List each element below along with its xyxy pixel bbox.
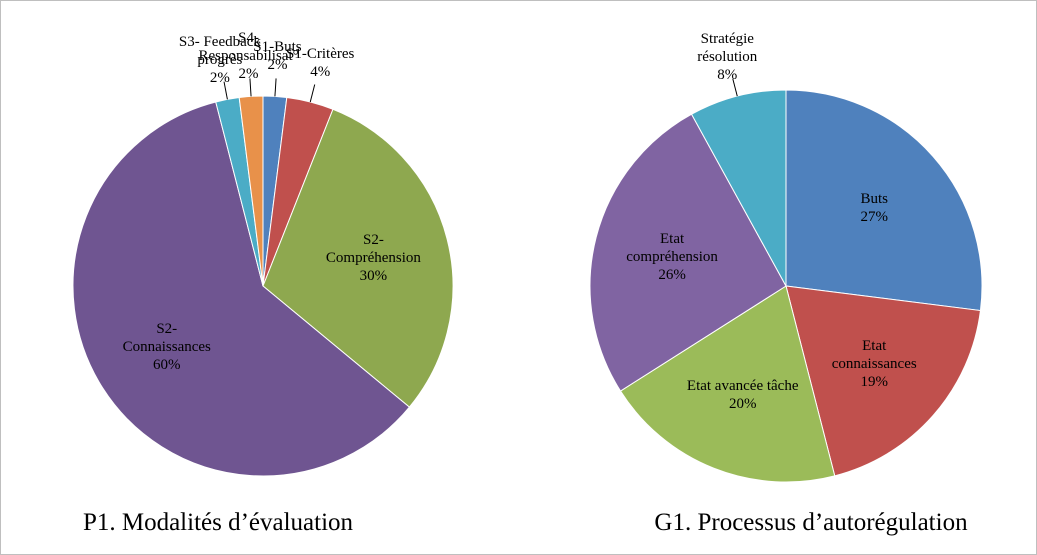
- pie-slice: [785, 89, 983, 312]
- slice-name: Etat connaissances: [831, 337, 917, 372]
- data-label: Etat connaissances 19%: [818, 337, 930, 391]
- data-label: S1-Critères 4%: [264, 45, 376, 81]
- slice-name: Buts: [860, 191, 888, 208]
- leader-line: [223, 81, 228, 100]
- pie-slice: [72, 101, 411, 477]
- pie-slice: [589, 113, 787, 392]
- data-label: S3- Feedback progrès 2%: [164, 33, 276, 87]
- slice-value: 4%: [310, 64, 331, 81]
- chart-title: P1. Modalités d’évaluation: [82, 509, 354, 536]
- data-label: S2- Compréhension 30%: [317, 231, 429, 285]
- chart-title: G1. Processus d’autorégulation: [654, 509, 968, 536]
- data-label: S1-Buts 2%: [221, 38, 333, 74]
- slice-value: 27%: [860, 209, 888, 226]
- slice-name: Etat compréhension: [626, 230, 718, 265]
- data-label: Buts 27%: [818, 190, 930, 226]
- slice-value: 8%: [717, 67, 738, 84]
- slice-value: 26%: [658, 266, 686, 283]
- slice-name: S1-Buts: [253, 39, 302, 56]
- slice-name: S2- Compréhension: [325, 231, 421, 266]
- leader-line: [732, 78, 738, 97]
- slice-name: Etat avancée tâche: [686, 378, 799, 395]
- slice-value: 2%: [238, 66, 259, 83]
- slice-value: 19%: [860, 373, 888, 390]
- slice-name: S3- Feedback progrès: [178, 34, 261, 69]
- data-label: S2- Connaissances 60%: [111, 320, 223, 374]
- slice-name: S4- Responsabilisat°: [198, 30, 299, 65]
- slice-name: Stratégie résolution: [697, 31, 758, 66]
- slice-value: 20%: [728, 396, 757, 413]
- pie-slice: [690, 89, 787, 287]
- data-label: S4- Responsabilisat° 2%: [193, 29, 305, 83]
- slice-value: 60%: [152, 357, 181, 374]
- leader-line: [309, 84, 316, 103]
- leader-line: [249, 78, 252, 97]
- slice-value: 30%: [359, 267, 388, 284]
- slice-name: S1-Critères: [286, 46, 355, 63]
- data-label: Etat avancée tâche 20%: [687, 377, 799, 413]
- slice-value: 2%: [209, 70, 230, 87]
- pie-slice: [262, 108, 454, 408]
- pie-slice: [785, 285, 982, 477]
- slice-name: S2- Connaissances: [122, 321, 211, 356]
- slice-value: 2%: [267, 57, 288, 74]
- pie-slice: [238, 95, 264, 287]
- data-label: Stratégie résolution 8%: [671, 30, 783, 84]
- data-label: Etat compréhension 26%: [616, 230, 728, 284]
- pie-slice: [619, 285, 836, 483]
- leader-line: [274, 78, 277, 97]
